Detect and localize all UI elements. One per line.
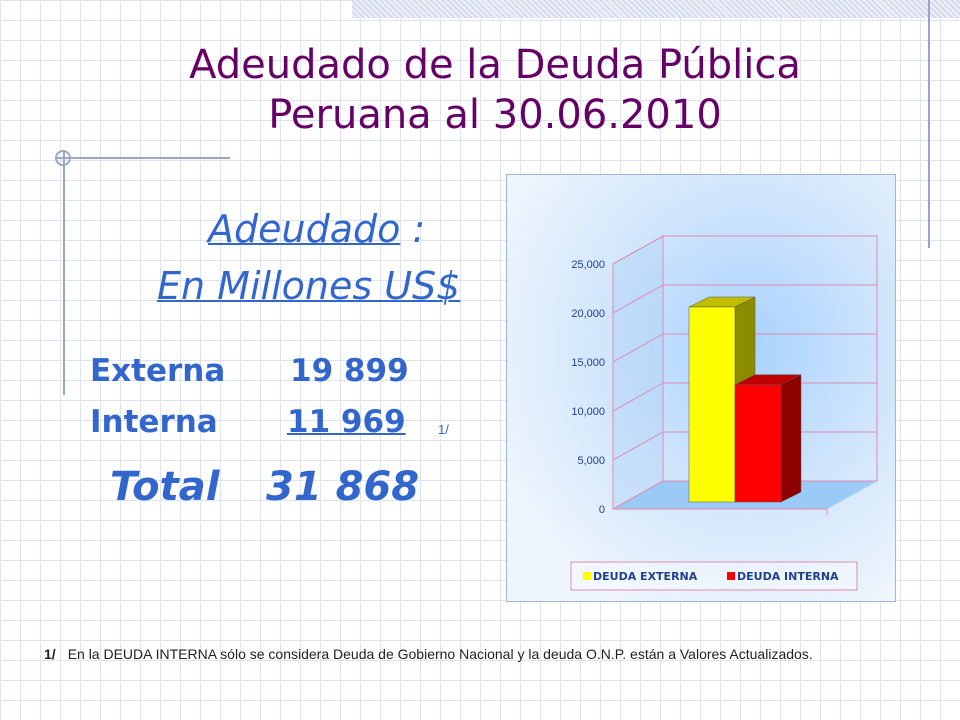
y-tick-label: 10,000	[571, 406, 605, 418]
internal-value-wrap: 11 969	[255, 404, 406, 440]
gridline-side	[612, 333, 664, 363]
external-label: Externa	[90, 353, 226, 389]
y-tick-label: 20,000	[571, 308, 605, 320]
total-value: 31 868	[266, 464, 420, 510]
y-tick-label: 15,000	[571, 357, 605, 369]
gridline-side	[612, 235, 664, 265]
legend-label: DEUDA EXTERNA	[593, 570, 698, 583]
decorative-horizontal-line-left	[55, 157, 230, 159]
y-tick-label: 0	[599, 504, 605, 516]
legend-label: DEUDA INTERNA	[737, 570, 839, 583]
gridline-side	[612, 284, 664, 314]
subtitle-line-1: Adeudado :	[208, 207, 425, 251]
decorative-circle	[55, 150, 71, 166]
footnote: 1/En la DEUDA INTERNA sólo se considera …	[44, 646, 813, 662]
slide-title: Adeudado de la Deuda Pública Peruana al …	[100, 40, 890, 140]
gridline-side	[612, 431, 664, 461]
subtitle-colon: :	[400, 207, 426, 251]
bar	[734, 384, 782, 503]
bar	[688, 306, 736, 503]
subtitle-word: Adeudado	[208, 207, 401, 251]
chart-container: 0 5,000 10,000 15,000 20,000 25,000 DEUDA EXTE…	[506, 174, 896, 602]
gridline-side	[612, 382, 664, 412]
legend-swatch	[583, 572, 591, 580]
y-tick-label: 5,000	[577, 455, 605, 467]
y-tick-label: 25,000	[571, 259, 605, 271]
gridline-side	[612, 480, 664, 510]
decorative-top-band	[352, 0, 960, 18]
subtitle-line-2: En Millones US$	[157, 264, 461, 308]
footnote-text: En la DEUDA INTERNA sólo se considera De…	[67, 646, 813, 662]
internal-value: 11 969	[287, 404, 406, 440]
decorative-vertical-line-right	[928, 0, 930, 248]
chart-left-wall	[612, 235, 664, 510]
legend-box	[570, 561, 858, 591]
legend-swatch	[727, 572, 735, 580]
external-value: 19 899	[290, 353, 409, 389]
bar-side	[780, 374, 802, 503]
debt-bar-chart: 0 5,000 10,000 15,000 20,000 25,000 DEUDA EXTE…	[570, 235, 879, 591]
total-label: Total	[110, 464, 220, 510]
footnote-marker: 1/	[44, 646, 56, 662]
decorative-vertical-line-left	[63, 150, 65, 395]
note-marker: 1/	[438, 422, 449, 437]
title-line-2: Peruana al 30.06.2010	[268, 92, 722, 138]
title-line-1: Adeudado de la Deuda Pública	[189, 42, 801, 88]
internal-label: Interna	[90, 404, 218, 440]
